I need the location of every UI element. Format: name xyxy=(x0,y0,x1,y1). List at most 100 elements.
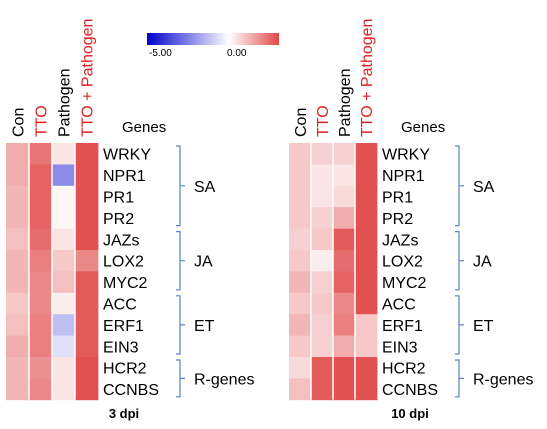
heatmap-cell xyxy=(333,228,356,251)
heatmap-cell xyxy=(75,143,99,165)
gene-label: CCNBS xyxy=(103,382,159,399)
heatmap-cell xyxy=(29,335,53,358)
gene-label: LOX2 xyxy=(103,254,144,271)
heatmap-cell xyxy=(52,357,76,379)
heatmap-cell xyxy=(52,271,76,294)
gene-label: CCNBS xyxy=(382,382,438,399)
heatmap-cell xyxy=(289,314,312,336)
heatmap-cell xyxy=(333,378,356,401)
panel-title: 10 dpi xyxy=(391,406,429,421)
gene-label: JAZs xyxy=(103,232,139,249)
heatmap-cell xyxy=(6,228,30,251)
heatmap-cell xyxy=(6,164,30,187)
heatmap-cell xyxy=(355,378,378,401)
gene-label: NPR1 xyxy=(382,168,425,185)
heatmap-cell xyxy=(311,271,334,294)
gene-label: PR1 xyxy=(103,190,134,207)
gene-label: HCR2 xyxy=(103,361,147,378)
group-label: R-genes xyxy=(194,371,254,388)
gene-label: ERF1 xyxy=(103,318,144,335)
column-label: TTO xyxy=(315,105,332,137)
heatmap-cell xyxy=(311,207,334,229)
group-bracket xyxy=(176,295,185,355)
column-label: TTO + Pathogen xyxy=(359,19,376,137)
heatmap-cell xyxy=(311,378,334,401)
color-scale-legend: -5.00 0.00 xyxy=(147,33,279,59)
group-bracket xyxy=(176,231,185,291)
heatmap-cell xyxy=(52,228,76,251)
heatmap-cell xyxy=(289,185,312,208)
heatmap-cell xyxy=(289,228,312,251)
gene-label: WRKY xyxy=(103,147,151,164)
gene-label: PR1 xyxy=(382,190,413,207)
heatmap-cell xyxy=(6,271,30,294)
heatmap-cell xyxy=(75,314,99,336)
column-label: Con xyxy=(11,108,28,137)
heatmap-cell xyxy=(6,143,30,165)
gene-label: EIN3 xyxy=(382,339,418,356)
heatmap-cell xyxy=(355,292,378,315)
heatmap-cell xyxy=(52,143,76,165)
heatmap-cell xyxy=(355,185,378,208)
gene-label: WRKY xyxy=(382,147,430,164)
heatmap-cell xyxy=(29,164,53,187)
colorbar-max-label: 0.00 xyxy=(227,48,247,59)
heatmap-cell xyxy=(311,314,334,336)
gene-label: ACC xyxy=(382,297,416,314)
heatmap-cell xyxy=(289,335,312,358)
panel-title: 3 dpi xyxy=(109,406,139,421)
group-label: SA xyxy=(194,179,216,196)
heatmap-cell xyxy=(333,143,356,165)
heatmap-cell xyxy=(333,250,356,272)
heatmap-cell xyxy=(29,207,53,229)
heatmap-panel-10dpi: Con TTO Pathogen TTO + Pathogen Genes WRKY NPR… xyxy=(289,19,533,421)
group-label: ET xyxy=(194,318,215,335)
heatmap-cell xyxy=(311,164,334,187)
column-label: Pathogen xyxy=(57,68,74,137)
heatmap-cell xyxy=(75,335,99,358)
heatmap-cell xyxy=(333,292,356,315)
colorbar xyxy=(147,33,279,45)
heatmap-cell xyxy=(75,228,99,251)
heatmap-cell xyxy=(75,207,99,229)
heatmap-cell xyxy=(355,314,378,336)
heatmap-cell xyxy=(29,357,53,379)
heatmap-cell xyxy=(29,271,53,294)
heatmap-cell xyxy=(52,314,76,336)
heatmap-cell xyxy=(29,292,53,315)
group-bracket xyxy=(176,359,185,398)
column-label: Con xyxy=(293,108,310,137)
heatmap-cell xyxy=(29,185,53,208)
gene-label: HCR2 xyxy=(382,361,426,378)
heatmap-cell xyxy=(75,292,99,315)
group-bracket xyxy=(455,231,464,291)
heatmap-cell xyxy=(289,271,312,294)
gene-label: NPR1 xyxy=(103,168,146,185)
heatmap-cell xyxy=(29,314,53,336)
heatmap-cell xyxy=(333,164,356,187)
heatmap-cell xyxy=(311,143,334,165)
gene-label: PR2 xyxy=(382,211,413,228)
heatmap-panel-3dpi: Con TTO Pathogen TTO + Pathogen Genes WRKY NPR… xyxy=(6,19,254,421)
group-bracket xyxy=(455,359,464,398)
heatmap-cell xyxy=(311,292,334,315)
heatmap-cell xyxy=(289,357,312,379)
heatmap-cell xyxy=(75,250,99,272)
heatmap-cell xyxy=(355,164,378,187)
group-label: R-genes xyxy=(473,371,533,388)
heatmap-cell xyxy=(333,271,356,294)
heatmap-cell xyxy=(355,143,378,165)
gene-label: ACC xyxy=(103,297,137,314)
group-bracket xyxy=(176,145,185,227)
gene-label: MYC2 xyxy=(382,275,427,292)
heatmap-cell xyxy=(6,335,30,358)
heatmap-cell xyxy=(6,185,30,208)
heatmap-cell xyxy=(29,228,53,251)
heatmap-cell xyxy=(6,314,30,336)
column-label: Pathogen xyxy=(337,68,354,137)
column-label: TTO xyxy=(34,105,51,137)
heatmap-cell xyxy=(355,207,378,229)
heatmap-cell xyxy=(6,292,30,315)
group-label: SA xyxy=(473,179,495,196)
heatmap-cell xyxy=(6,250,30,272)
